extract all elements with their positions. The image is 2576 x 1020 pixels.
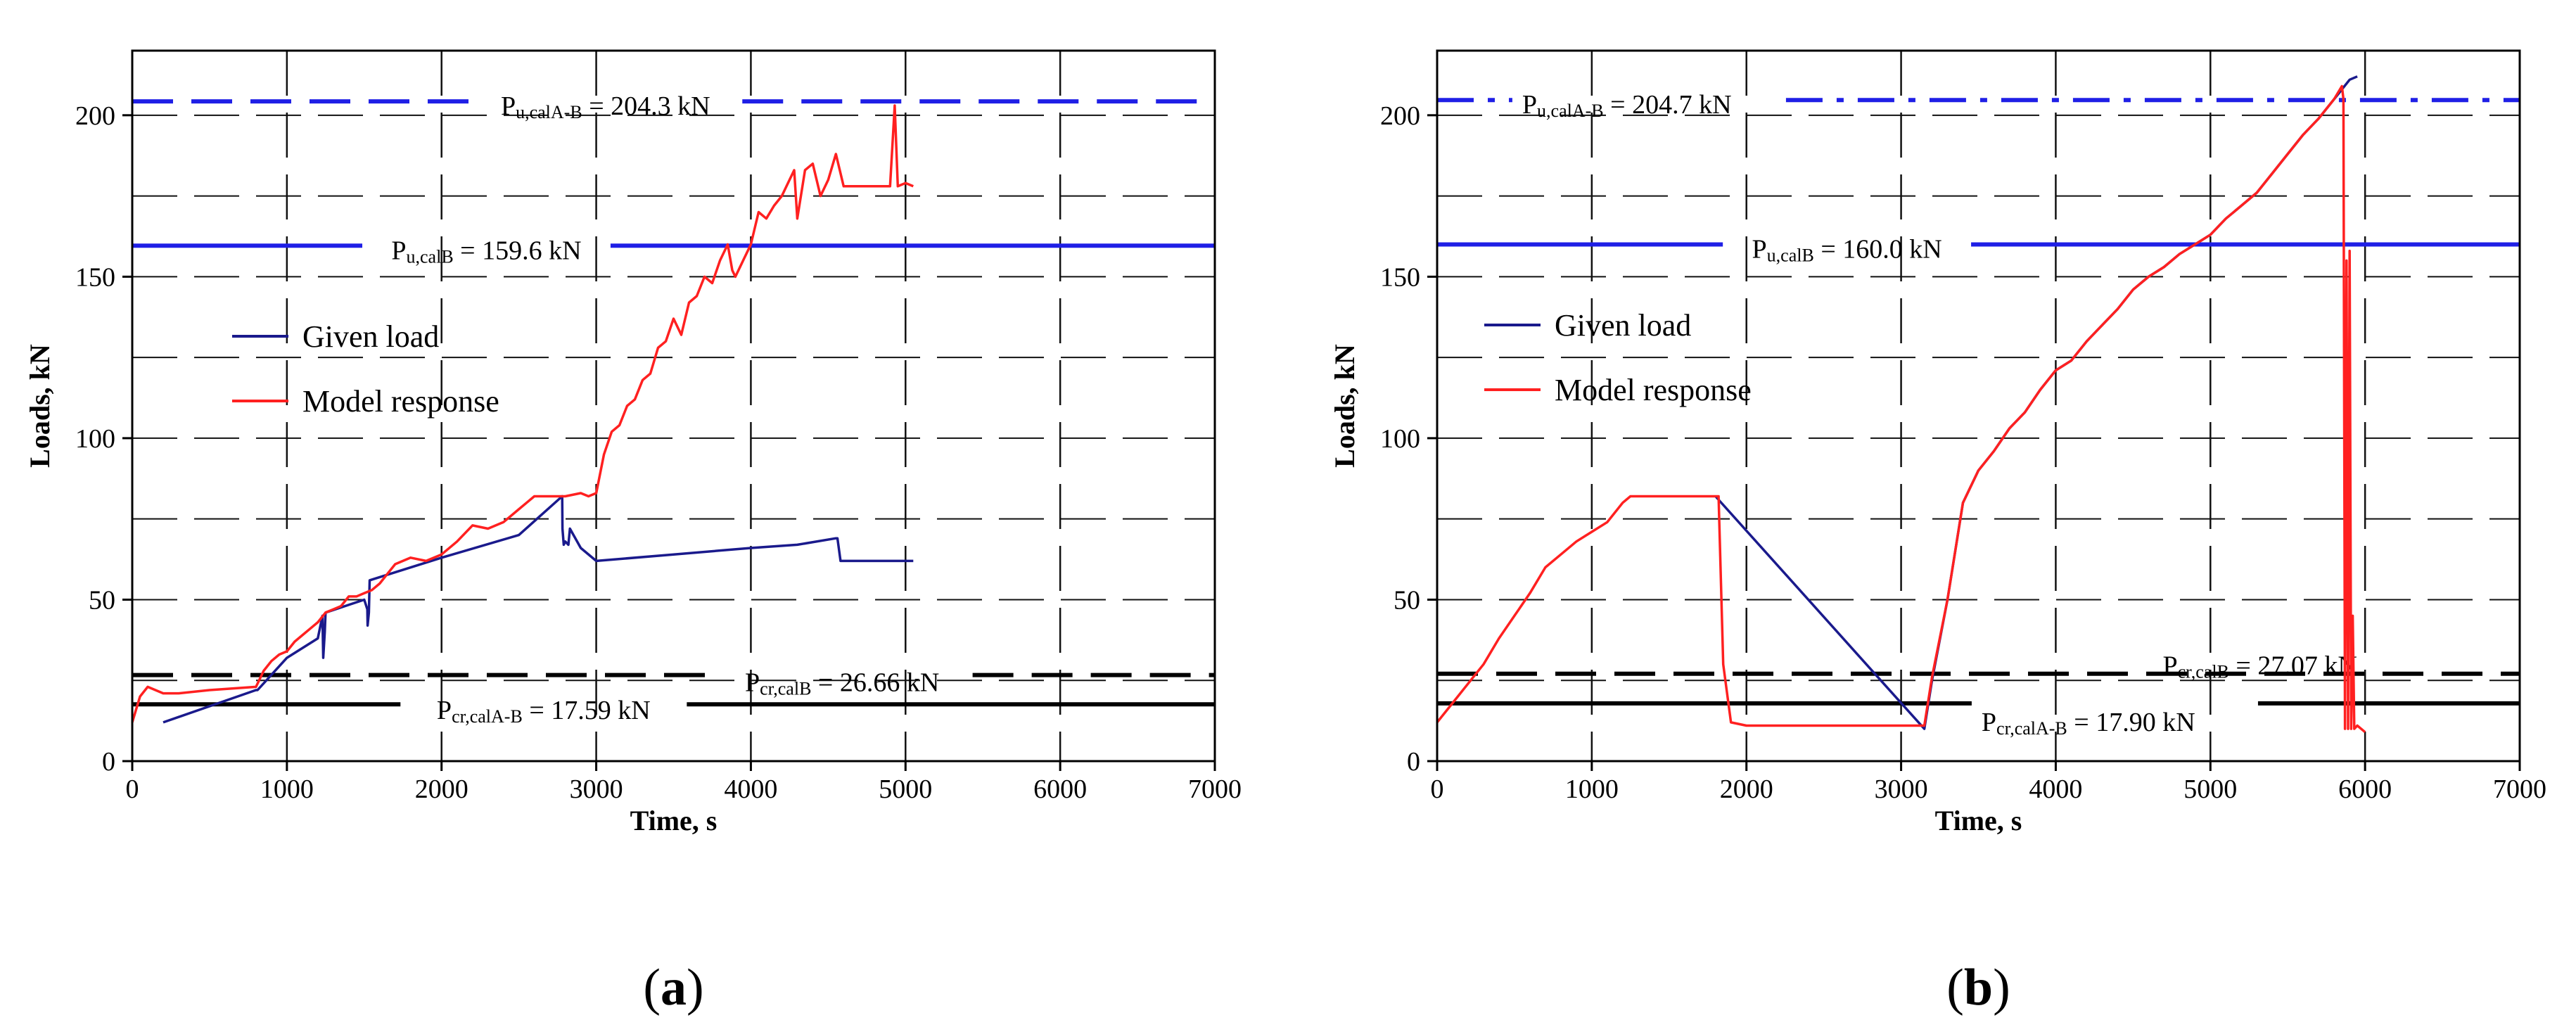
legend-label: Given load	[1555, 308, 1691, 343]
ref-line-label: Pcr,calB = 27.07 kN	[2162, 651, 2357, 682]
ref-label-subscript: cr,calB	[760, 679, 811, 699]
y-tick-label: 0	[102, 747, 115, 777]
panel-label-open: (	[643, 959, 661, 1016]
ref-label-symbol: P	[391, 236, 406, 265]
legend: Given load Model response	[1484, 308, 1752, 407]
gridlines	[132, 51, 1215, 761]
ref-line-label: Pu,calB = 159.6 kN	[391, 236, 581, 267]
ref-label-value: = 17.59 kN	[523, 696, 651, 725]
y-axis-label: Loads, kN	[24, 344, 56, 468]
series-line-model-response	[1436, 84, 2366, 734]
panel-label-letter: b	[1964, 959, 1993, 1016]
series-line-model-response	[131, 104, 914, 723]
y-tick-label: 0	[1407, 747, 1420, 777]
ref-line-label: Pcr,calA-B = 17.90 kN	[1982, 708, 2195, 739]
ref-line-label: Pu,calA-B = 204.7 kN	[1522, 90, 1732, 121]
ref-label-value: = 17.90 kN	[2067, 708, 2195, 737]
plot-frame	[131, 49, 1216, 763]
y-tick-label: 150	[1380, 262, 1420, 292]
panel-label-close: )	[687, 959, 704, 1016]
y-tick-label: 50	[1394, 585, 1420, 615]
ref-label-symbol: P	[1522, 90, 1537, 120]
x-tick-label: 7000	[1188, 774, 1242, 804]
series	[1436, 75, 2366, 734]
x-tick-label: 3000	[1875, 774, 1928, 804]
x-tick-label: 5000	[879, 774, 932, 804]
ref-line-label: Pu,calA-B = 204.3 kN	[501, 91, 710, 122]
y-tick-label: 200	[75, 101, 115, 131]
x-axis-label: Time, s	[630, 805, 718, 836]
ref-label-value: = 204.7 kN	[1604, 90, 1732, 120]
panel-label-close: )	[1993, 959, 2010, 1016]
ref-line-label: Pu,calB = 160.0 kN	[1752, 234, 1942, 265]
x-tick-label: 5000	[2183, 774, 2237, 804]
ref-label-symbol: P	[745, 668, 760, 697]
x-tick-label: 6000	[1033, 774, 1087, 804]
x-tick-label: 0	[1431, 774, 1444, 804]
ticks: 0 1000 2000 3000 4000 5000 6000 7000 0 50 100 150 20…	[75, 101, 1242, 804]
panel-label: (b)	[1946, 959, 2010, 1016]
plot-frame	[1436, 49, 2521, 763]
series-line-given-load	[162, 495, 914, 724]
y-tick-label: 200	[1380, 101, 1420, 131]
ref-label-value: = 160.0 kN	[1814, 234, 1942, 264]
ref-label-value: = 26.66 kN	[811, 668, 939, 697]
x-tick-label: 3000	[570, 774, 623, 804]
x-tick-label: 2000	[415, 774, 468, 804]
ref-label-value: = 27.07 kN	[2229, 651, 2357, 680]
series	[131, 104, 914, 724]
ref-label-value: = 204.3 kN	[582, 91, 710, 121]
x-tick-label: 6000	[2338, 774, 2392, 804]
ticks: 0 1000 2000 3000 4000 5000 6000 7000 0 50 100 150 20…	[1380, 101, 2546, 804]
y-tick-label: 100	[1380, 424, 1420, 454]
x-tick-label: 1000	[260, 774, 314, 804]
x-tick-label: 4000	[2029, 774, 2082, 804]
ref-label-subscript: u,calA-B	[516, 102, 582, 122]
panel-label-letter: a	[661, 959, 687, 1016]
ref-label-subscript: cr,calA-B	[1996, 718, 2067, 739]
legend-label: Model response	[1555, 373, 1752, 407]
x-tick-label: 2000	[1720, 774, 1773, 804]
x-tick-label: 1000	[1565, 774, 1619, 804]
x-tick-label: 0	[126, 774, 139, 804]
ref-label-subscript: u,calB	[407, 246, 454, 267]
ref-label-value: = 159.6 kN	[454, 236, 582, 265]
panel-label-open: (	[1946, 959, 1964, 1016]
ref-label-subscript: u,calB	[1767, 245, 1814, 265]
y-tick-label: 50	[89, 585, 115, 615]
ref-label-subscript: cr,calA-B	[452, 706, 523, 727]
legend-label: Given load	[302, 319, 439, 354]
y-tick-label: 100	[75, 424, 115, 454]
panel-label: (a)	[643, 959, 703, 1016]
legend: Given load Model response	[232, 319, 499, 419]
ref-label-symbol: P	[1982, 708, 1996, 737]
gridlines	[1437, 51, 2520, 761]
ref-line-label: Pcr,calA-B = 17.59 kN	[437, 696, 651, 727]
x-tick-label: 7000	[2493, 774, 2546, 804]
y-axis-label: Loads, kN	[1329, 344, 1360, 468]
ref-label-symbol: P	[501, 91, 516, 121]
series-line-given-load	[1714, 75, 2358, 730]
ref-label-symbol: P	[1752, 234, 1767, 264]
ref-label-symbol: P	[2162, 651, 2177, 680]
ref-line-label: Pcr,calB = 26.66 kN	[745, 668, 939, 699]
ref-label-symbol: P	[437, 696, 452, 725]
x-axis-label: Time, s	[1935, 805, 2022, 836]
legend-label: Model response	[302, 384, 499, 419]
x-tick-label: 4000	[724, 774, 777, 804]
ref-label-subscript: u,calA-B	[1537, 101, 1604, 121]
ref-label-subscript: cr,calB	[2178, 662, 2229, 682]
y-tick-label: 150	[75, 262, 115, 292]
